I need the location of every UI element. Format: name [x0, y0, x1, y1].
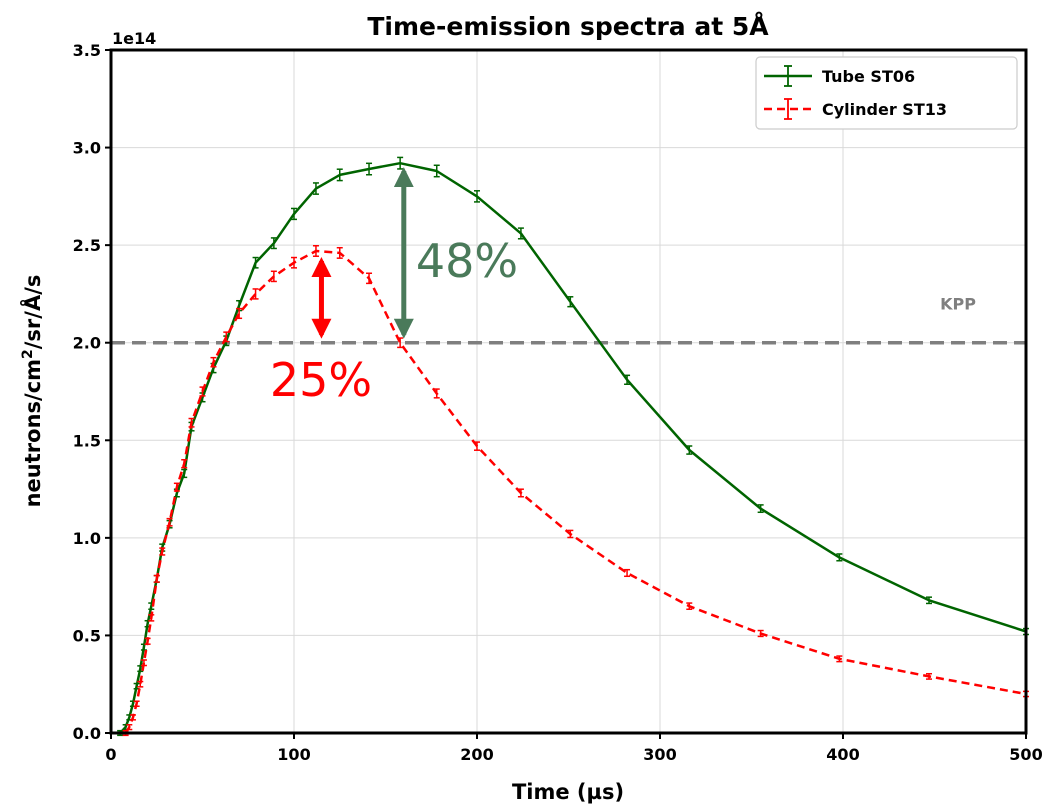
- data-point: [137, 680, 144, 688]
- y-tick-label: 0.5: [73, 626, 101, 645]
- x-tick-label: 200: [460, 745, 493, 764]
- legend-label: Tube ST06: [822, 67, 915, 86]
- data-point: [366, 162, 373, 176]
- data-point: [199, 386, 206, 397]
- data-point: [567, 529, 574, 539]
- data-point: [624, 374, 631, 386]
- legend-item: Tube ST06: [764, 65, 915, 87]
- legend-box: [755, 56, 1018, 130]
- chart-title: Time-emission spectra at 5Å: [367, 12, 769, 41]
- y-tick-label: 1.0: [73, 529, 101, 548]
- data-point: [129, 714, 136, 721]
- reference-line-group: KPP: [111, 295, 1026, 345]
- y-tick-label: 0.0: [73, 724, 101, 743]
- x-tick-label: 300: [643, 745, 676, 764]
- x-axis-ticks: 0 100 200 300 400 500: [105, 733, 1043, 764]
- data-point: [270, 270, 277, 283]
- y-tick-label: 1.5: [73, 431, 101, 450]
- data-point: [181, 458, 188, 469]
- data-point: [836, 655, 843, 663]
- y-tick-label: 2.0: [73, 334, 101, 353]
- reference-line-label: KPP: [940, 295, 976, 314]
- data-point: [140, 659, 147, 667]
- data-point: [252, 256, 259, 269]
- data-point: [474, 441, 480, 451]
- legend: Tube ST06 Cylinder ST13: [755, 56, 1018, 130]
- data-point: [236, 307, 243, 320]
- data-point: [517, 488, 524, 498]
- legend-label: Cylinder ST13: [822, 100, 947, 119]
- data-point: [686, 445, 693, 455]
- series-line: [124, 249, 1027, 734]
- data-point: [291, 256, 297, 269]
- series-cylinder-st13: [122, 245, 1029, 737]
- data-point: [223, 331, 230, 343]
- plot-frame: [109, 48, 1028, 735]
- data-point: [757, 504, 764, 514]
- data-point: [144, 637, 151, 645]
- x-tick-label: 500: [1009, 745, 1042, 764]
- y-axis-label: neutrons/cm2/sr/Å/s: [20, 275, 45, 508]
- data-point: [567, 296, 574, 308]
- series-line: [119, 161, 1027, 734]
- y-offset-label: 1e14: [112, 29, 156, 48]
- series-layer: [117, 156, 1029, 737]
- data-point: [153, 574, 160, 583]
- data-point: [188, 417, 195, 428]
- data-point: [181, 468, 188, 479]
- data-point: [166, 517, 173, 527]
- data-point: [291, 207, 297, 221]
- data-point: [312, 182, 319, 195]
- data-point: [517, 227, 524, 240]
- y-tick-label: 3.5: [73, 41, 101, 60]
- data-point: [133, 700, 140, 707]
- data-point: [366, 272, 373, 285]
- data-point: [686, 602, 693, 611]
- data-point: [624, 568, 631, 578]
- data-point: [926, 672, 933, 680]
- grid: [110, 49, 1027, 734]
- annotations: 48% 25%: [270, 167, 518, 407]
- data-point: [210, 356, 217, 368]
- annotation-label-25: 25%: [270, 353, 372, 407]
- x-axis-label: Time (µs): [512, 780, 624, 804]
- data-point: [336, 246, 343, 259]
- data-point: [126, 724, 133, 731]
- data-point: [433, 164, 440, 178]
- x-tick-label: 100: [277, 745, 310, 764]
- y-tick-label: 2.5: [73, 236, 101, 255]
- y-axis-ticks: 0.0 0.5 1.0 1.5 2.0 2.5 3.0 3.5: [73, 41, 111, 743]
- y-tick-label: 3.0: [73, 139, 101, 158]
- x-tick-label: 0: [105, 745, 116, 764]
- x-tick-label: 400: [826, 745, 859, 764]
- data-point: [336, 168, 343, 182]
- data-point: [148, 614, 155, 622]
- data-point: [270, 237, 277, 250]
- data-point: [757, 629, 764, 638]
- data-point: [159, 547, 166, 556]
- annotation-label-48: 48%: [416, 234, 518, 288]
- series-tube-st06: [117, 156, 1029, 737]
- data-point: [173, 482, 180, 492]
- data-point: [926, 596, 933, 605]
- data-point: [433, 388, 440, 399]
- data-point: [474, 190, 480, 203]
- legend-item: Cylinder ST13: [764, 98, 947, 120]
- data-point: [836, 553, 843, 562]
- data-point: [312, 245, 319, 257]
- data-point: [140, 643, 147, 651]
- data-point: [252, 288, 259, 300]
